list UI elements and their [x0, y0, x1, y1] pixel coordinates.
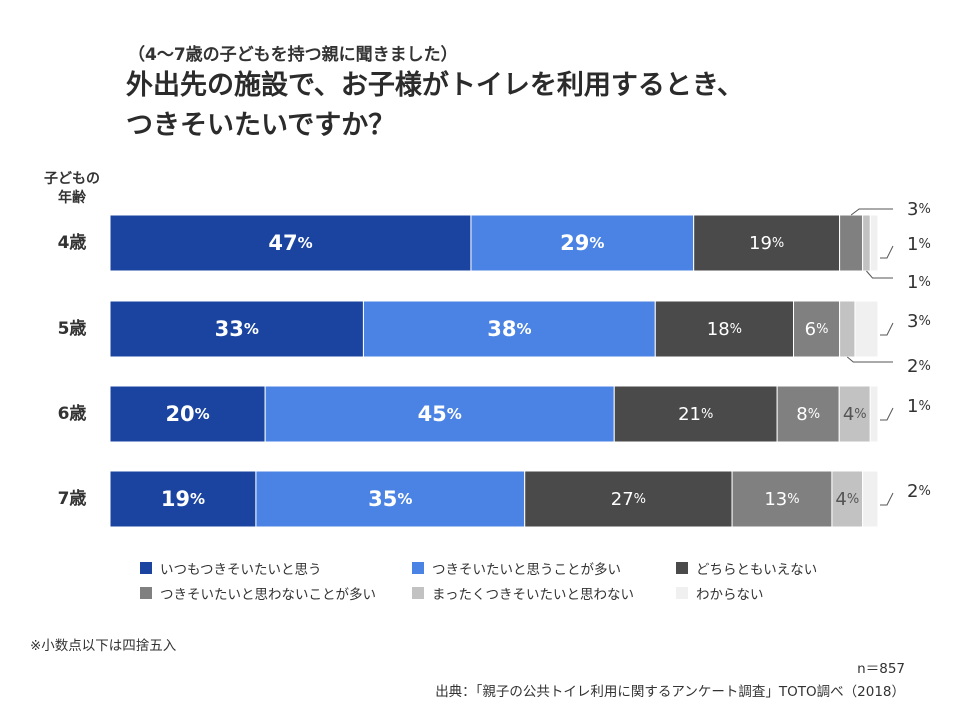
bar-segment: [862, 470, 879, 528]
bar-segment: [264, 385, 615, 443]
callout-label: 2%: [907, 356, 931, 377]
category-axis-header: 子どもの 年齢: [32, 170, 112, 208]
callout-label: 1%: [907, 396, 931, 417]
bar-segment: [869, 214, 879, 272]
bar-segment: [470, 214, 695, 272]
callout-label: 2%: [907, 481, 931, 502]
data-label: 13%: [764, 489, 799, 510]
bar-segment: [862, 214, 871, 272]
callout-label: 3%: [907, 311, 931, 332]
callout-label: 3%: [907, 199, 931, 220]
legend-label: つきそいたいと思わないことが多い: [160, 587, 376, 603]
legend-swatch: [140, 562, 152, 574]
data-label: 8%: [796, 404, 820, 425]
source-credit: 出典：「親子の公共トイレ利用に関するアンケート調査」TOTO調べ（2018）: [435, 684, 905, 700]
callout-leader-line: [880, 245, 894, 259]
chart-title-line-1: 外出先の施設で、お子様がトイレを利用するとき、: [126, 70, 745, 101]
legend-swatch: [140, 587, 152, 599]
bar-segment: [869, 385, 879, 443]
legend-item: どちらともいえない: [676, 558, 860, 578]
chart-title: 外出先の施設で、お子様がトイレを利用するとき、 つきそいたいですか？: [126, 66, 744, 146]
callout-leader-line: [866, 270, 893, 279]
legend-swatch: [412, 562, 424, 574]
data-label: 6%: [805, 319, 829, 340]
data-label: 19%: [749, 233, 784, 254]
chart-legend: いつもつきそいたいと思う つきそいたいと思うことが多い どちらともいえないつきそいた…: [140, 558, 860, 603]
rounding-note: ※小数点以下は四捨五入: [30, 638, 177, 654]
category-label: 7歳: [58, 488, 87, 509]
legend-swatch: [676, 562, 688, 574]
chart-subtitle: （4〜7歳の子どもを持つ親に聞きました）: [128, 45, 458, 65]
data-label: 19%: [161, 487, 205, 511]
bar-segment: [776, 385, 840, 443]
callout-leader-line: [846, 356, 893, 363]
category-label: 4歳: [58, 232, 87, 253]
legend-item: つきそいたいと思わないことが多い: [140, 583, 412, 603]
bar-segment: [854, 300, 879, 358]
data-label: 35%: [368, 487, 412, 511]
data-label: 18%: [707, 319, 742, 340]
callout-leader-line: [880, 407, 894, 421]
bar-segment: [613, 385, 778, 443]
data-label: 27%: [611, 489, 646, 510]
bar-segment: [731, 470, 833, 528]
data-label: 20%: [165, 402, 209, 426]
data-label: 4%: [835, 489, 859, 510]
bar-segment: [362, 300, 656, 358]
callout-label: 1%: [907, 234, 931, 255]
data-label: 45%: [418, 402, 462, 426]
legend-item: つきそいたいと思うことが多い: [412, 558, 676, 578]
legend-label: まったくつきそいたいと思わない: [432, 587, 634, 603]
legend-item: わからない: [676, 583, 860, 603]
data-label: 47%: [268, 231, 312, 255]
callout-label: 1%: [907, 272, 931, 293]
data-label: 33%: [215, 317, 259, 341]
legend-item: まったくつきそいたいと思わない: [412, 583, 676, 603]
category-label: 5歳: [58, 318, 87, 339]
legend-swatch: [676, 587, 688, 599]
legend-label: わからない: [696, 587, 764, 603]
bar-segment: [524, 470, 733, 528]
bar-segment: [255, 470, 526, 528]
legend-swatch: [412, 587, 424, 599]
callout-leader-line: [850, 208, 893, 216]
category-label: 6歳: [58, 403, 87, 424]
callout-leader-line: [880, 492, 894, 506]
bar-segment: [838, 385, 871, 443]
legend-label: いつもつきそいたいと思う: [160, 562, 322, 578]
sample-size: n＝857: [857, 661, 905, 677]
bar-segment: [831, 470, 864, 528]
category-axis-header-line-1: 子どもの: [44, 171, 100, 187]
chart-title-line-2: つきそいたいですか？: [126, 110, 396, 141]
bar-segment: [793, 300, 841, 358]
bar-segment: [839, 214, 864, 272]
data-label: 38%: [487, 317, 531, 341]
bar-segment: [839, 300, 856, 358]
legend-label: どちらともいえない: [696, 562, 818, 578]
bar-segment: [109, 470, 257, 528]
bar-segment: [693, 214, 841, 272]
callout-leader-line: [880, 322, 894, 336]
bar-segment: [109, 214, 472, 272]
data-label: 4%: [843, 404, 867, 425]
bar-segment: [654, 300, 795, 358]
category-axis-header-line-2: 年齢: [58, 190, 86, 206]
bar-segment: [109, 300, 364, 358]
data-label: 21%: [678, 404, 713, 425]
data-label: 29%: [560, 231, 604, 255]
legend-item: いつもつきそいたいと思う: [140, 558, 412, 578]
legend-label: つきそいたいと思うことが多い: [432, 562, 621, 578]
